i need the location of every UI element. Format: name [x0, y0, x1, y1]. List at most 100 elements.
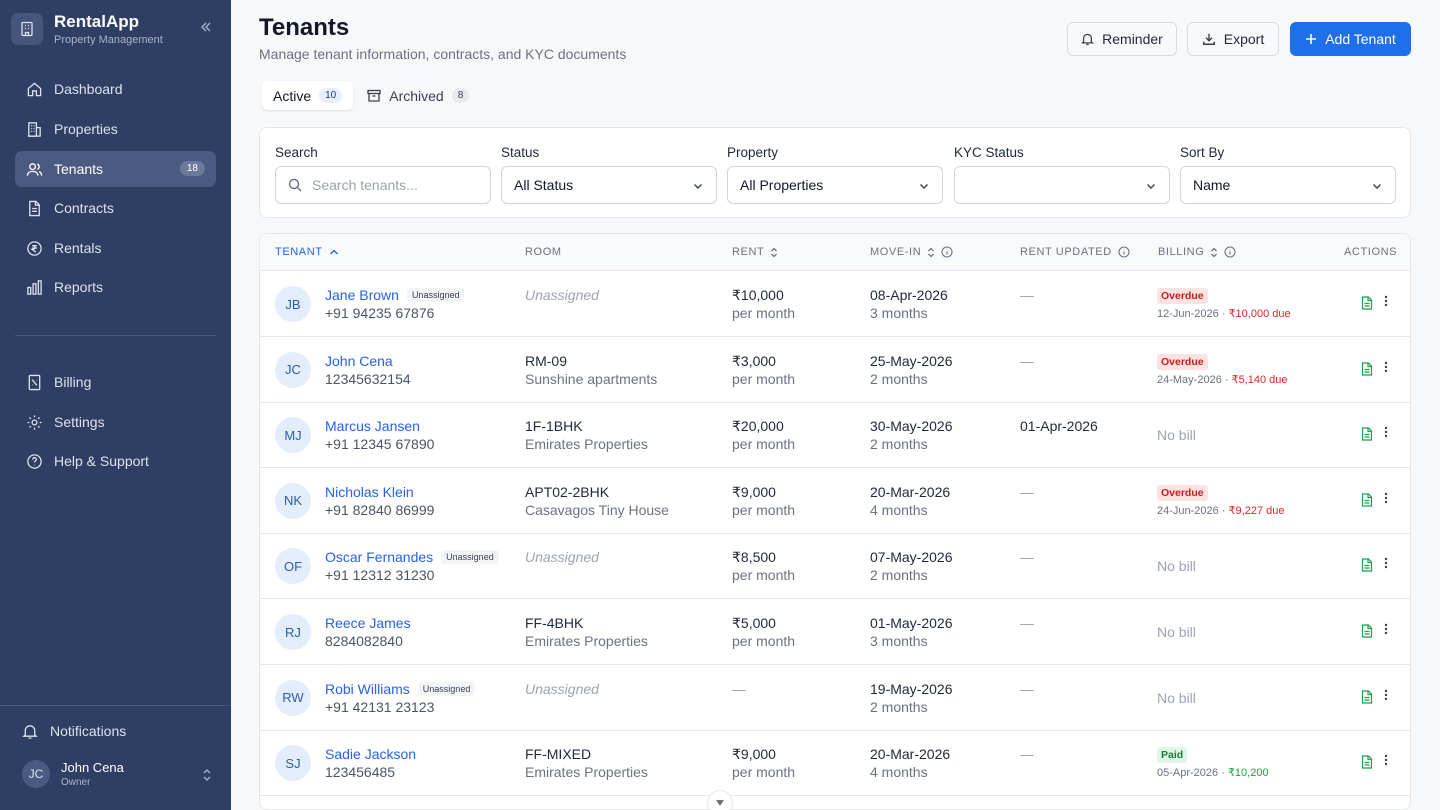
- scroll-down-icon[interactable]: [707, 790, 733, 810]
- add-tenant-label: Add Tenant: [1325, 31, 1396, 47]
- sidebar-item-rentals[interactable]: Rentals: [15, 230, 216, 266]
- chevron-down-icon: [1145, 179, 1157, 195]
- sort-select[interactable]: Name: [1180, 166, 1396, 204]
- more-options-icon[interactable]: [1384, 688, 1388, 706]
- column-tenant[interactable]: TENANT: [275, 246, 339, 258]
- rent-updated: —: [1020, 549, 1034, 566]
- table-row[interactable]: RJ Reece James 8284082840 FF-4BHK Emirates P…: [260, 599, 1410, 665]
- tenant-phone: +91 94235 67876: [325, 305, 435, 321]
- property-select[interactable]: All Properties: [727, 166, 943, 204]
- more-options-icon[interactable]: [1384, 294, 1388, 312]
- page-title: Tenants: [259, 14, 350, 41]
- document-icon[interactable]: [1361, 296, 1373, 315]
- info-icon[interactable]: [1224, 246, 1236, 258]
- room-code: RM-09: [525, 352, 568, 369]
- table-row[interactable]: OF Oscar Fernandes Unassigned +91 12312 312…: [260, 533, 1410, 600]
- rent-updated: —: [1020, 287, 1034, 303]
- tenant-name-link[interactable]: Marcus Jansen: [325, 418, 420, 434]
- tenant-name-link[interactable]: Oscar Fernandes Unassigned: [325, 549, 499, 565]
- add-tenant-button[interactable]: Add Tenant: [1290, 22, 1411, 56]
- collapse-sidebar-icon[interactable]: [199, 20, 215, 36]
- sidebar-item-properties[interactable]: Properties: [15, 111, 216, 147]
- tenant-name-link[interactable]: Sadie Jackson: [325, 746, 416, 762]
- kyc-label: KYC Status: [954, 145, 1024, 160]
- sidebar-item-help[interactable]: Help & Support: [15, 443, 216, 479]
- sidebar-item-tenants[interactable]: Tenants 18: [15, 151, 216, 187]
- more-options-icon[interactable]: [1384, 491, 1388, 509]
- status-select[interactable]: All Status: [501, 166, 717, 204]
- more-options-icon[interactable]: [1384, 360, 1388, 378]
- table-row[interactable]: MJ Marcus Jansen +91 12345 67890 1F-1BHK Emi…: [260, 402, 1410, 469]
- tab-active[interactable]: Active 10: [262, 81, 354, 110]
- search-input[interactable]: Search tenants...: [275, 166, 491, 204]
- user-menu[interactable]: JC John Cena Owner: [22, 760, 212, 788]
- bell-icon: [22, 722, 38, 740]
- no-bill-text: No bill: [1157, 624, 1196, 640]
- document-icon[interactable]: [1361, 689, 1373, 709]
- property-name: Casavagos Tiny House: [525, 501, 669, 518]
- column-movein[interactable]: MOVE-IN: [870, 246, 953, 258]
- info-icon[interactable]: [1118, 246, 1130, 258]
- tab-archived[interactable]: Archived 8: [356, 81, 480, 110]
- column-actions: ACTIONS: [1344, 246, 1397, 258]
- reminder-button[interactable]: Reminder: [1067, 22, 1177, 56]
- rent-updated: —: [1020, 483, 1034, 500]
- receipt-icon: [25, 373, 43, 391]
- sidebar-item-contracts[interactable]: Contracts: [15, 190, 216, 226]
- billing-date: 24-May-2026 ·: [1157, 373, 1232, 386]
- movein-date: 25-May-2026: [870, 352, 953, 369]
- movein-date: 19-May-2026: [870, 680, 953, 697]
- rent-amount: ₹10,000: [732, 287, 784, 303]
- tenant-name-link[interactable]: John Cena: [325, 353, 393, 369]
- bell-icon: [1081, 32, 1095, 46]
- property-name: Emirates Properties: [525, 764, 648, 781]
- table-row[interactable]: RW Robi Williams Unassigned +91 42131 23123…: [260, 665, 1410, 731]
- table-row[interactable]: SJ Sadie Jackson 123456485 FF-MIXED Emirates…: [260, 730, 1410, 797]
- notifications-label: Notifications: [50, 723, 127, 739]
- more-options-icon[interactable]: [1384, 556, 1388, 574]
- more-options-icon[interactable]: [1384, 753, 1388, 771]
- rent-updated: —: [1020, 615, 1034, 631]
- billing-status-badge: Overdue: [1157, 484, 1208, 501]
- column-rent[interactable]: RENT: [732, 246, 778, 258]
- more-options-icon[interactable]: [1384, 425, 1388, 443]
- notifications-button[interactable]: Notifications: [22, 722, 126, 740]
- sidebar-item-billing[interactable]: Billing: [15, 364, 216, 400]
- document-icon[interactable]: [1361, 427, 1373, 446]
- document-icon[interactable]: [1361, 624, 1373, 643]
- document-icon[interactable]: [1361, 558, 1373, 577]
- table-row[interactable]: NK Nicholas Klein +91 82840 86999 APT02-2BH…: [260, 468, 1410, 534]
- tenant-name: Reece James: [325, 615, 411, 631]
- tenant-name-link[interactable]: Robi Williams Unassigned: [325, 681, 476, 697]
- kyc-select[interactable]: [954, 166, 1170, 204]
- rent-period: per month: [732, 501, 796, 518]
- sort-icon: [770, 247, 778, 258]
- column-billing[interactable]: BILLING: [1158, 246, 1236, 258]
- column-label: MOVE-IN: [870, 246, 922, 258]
- sidebar-item-settings[interactable]: Settings: [15, 404, 216, 440]
- unassigned-tag: Unassigned: [417, 681, 476, 696]
- tenant-name-link[interactable]: Jane Brown Unassigned: [325, 287, 465, 303]
- sidebar-item-label: Billing: [54, 374, 92, 390]
- more-options-icon[interactable]: [1384, 622, 1388, 640]
- info-icon[interactable]: [941, 246, 953, 258]
- document-icon[interactable]: [1361, 755, 1373, 774]
- export-button[interactable]: Export: [1187, 22, 1279, 56]
- sidebar-item-reports[interactable]: Reports: [15, 269, 216, 305]
- sidebar-item-dashboard[interactable]: Dashboard: [15, 71, 216, 107]
- avatar: SJ: [275, 745, 311, 782]
- tenant-name-link[interactable]: Nicholas Klein: [325, 484, 414, 500]
- table-row[interactable]: JC John Cena 12345632154 RM-09 Sunshine apar…: [260, 337, 1410, 403]
- sidebar-item-label: Help & Support: [54, 453, 149, 469]
- status-label: Status: [501, 145, 540, 160]
- tenant-name-link[interactable]: Reece James: [325, 615, 411, 631]
- document-icon[interactable]: [1361, 493, 1373, 512]
- table-header: TENANT ROOM RENT MOVE-IN RENT UPDATED BI…: [260, 234, 1410, 271]
- sidebar-divider: [15, 335, 216, 336]
- plus-icon: [1305, 33, 1317, 45]
- table-row[interactable]: JB Jane Brown Unassigned +91 94235 67876 Una…: [260, 271, 1410, 337]
- movein-date: 20-Mar-2026: [870, 483, 951, 500]
- sort-icon: [1210, 247, 1218, 258]
- chevron-down-icon: [918, 179, 930, 195]
- document-icon[interactable]: [1361, 361, 1373, 381]
